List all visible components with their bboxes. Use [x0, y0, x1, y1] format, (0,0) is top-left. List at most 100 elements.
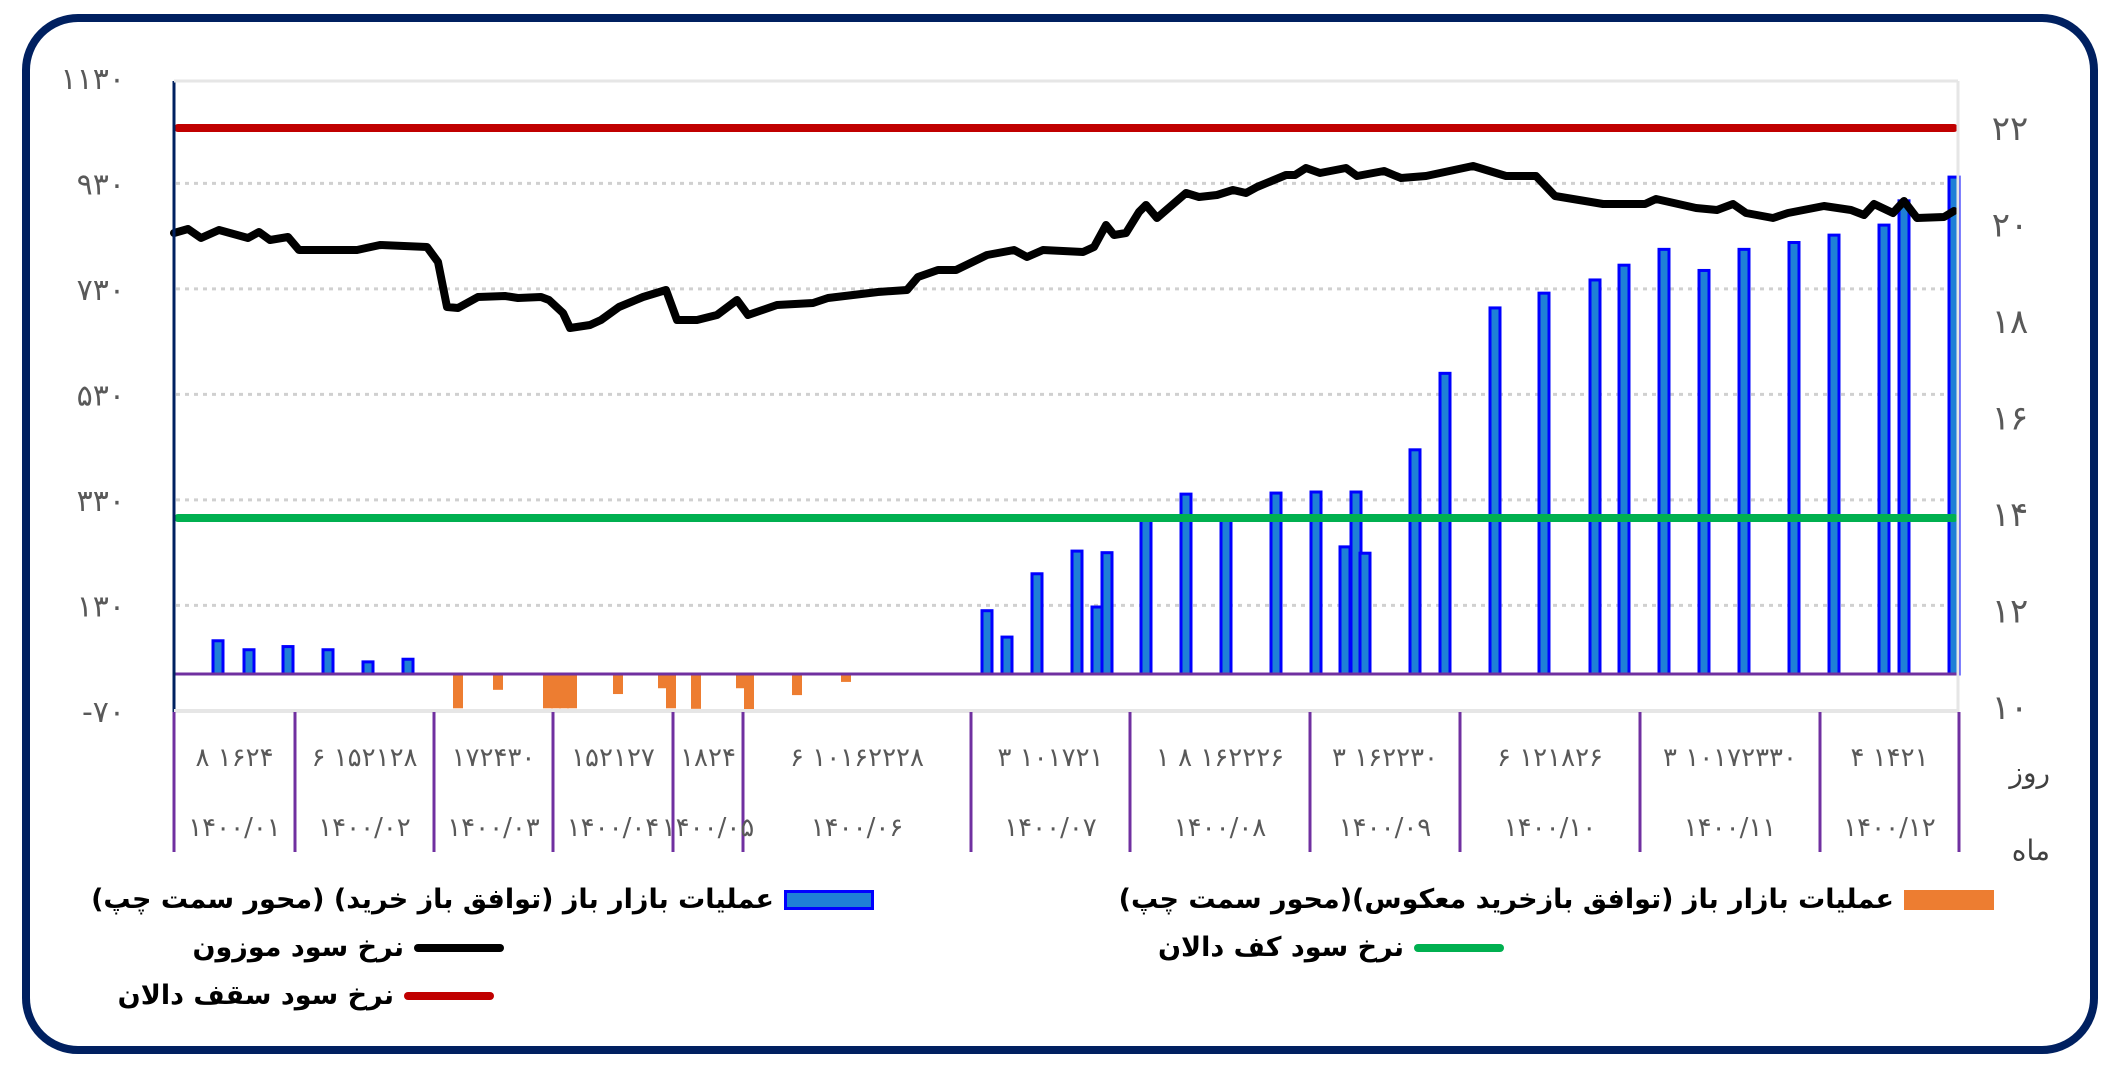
- day-row-label: روز: [2007, 756, 2050, 789]
- month-tick-label: ۱۴۰۰/۰۶: [811, 813, 904, 843]
- blue-swatch-icon: [784, 889, 874, 910]
- repo-bar: [1588, 278, 1602, 676]
- right-tick-label: ۲۰: [1992, 206, 2029, 246]
- reverse-repo-bar: [841, 674, 851, 682]
- left-tick-label: -۷۰: [82, 695, 125, 730]
- reverse-repo-bar: [567, 674, 577, 709]
- month-tick-label: ۱۴۰۰/۰۱: [188, 813, 281, 843]
- reverse-repo-bar: [744, 674, 754, 710]
- day-tick-label: ۶ ۱۰۱۶۲۲۲۸: [790, 743, 924, 773]
- repo-bar: [1897, 199, 1911, 676]
- month-tick-label: ۱۴۰۰/۰۷: [1004, 813, 1097, 843]
- repo-bar: [1438, 371, 1452, 676]
- legend-item-reverse-repo: عملیات بازار باز (توافق بازخرید معکوس)(م…: [1119, 884, 1994, 915]
- reverse-repo-bar: [559, 674, 569, 709]
- left-tick-label: ۵۳۰: [77, 378, 125, 413]
- repo-bar: [211, 639, 225, 676]
- x-axis-labels: ۸ ۱۶۲۴ ۱۴۰۰/۰۱ ۶ ۱۵۲۱۲۸ ۱۴۰۰/۰۲ ۱۷۲۴۳۰ ۱۴۰۰/۰…: [172, 712, 1961, 852]
- day-tick-label: ۴ ۱۴۲۱: [1850, 743, 1928, 773]
- legend-label: نرخ سود سقف دالان: [117, 980, 394, 1011]
- repo-bar: [242, 648, 256, 676]
- repo-bar: [1877, 223, 1891, 676]
- left-tick-label: ۹۳۰: [77, 167, 125, 202]
- day-tick-label: ۳ ۱۶۲۲۳۰: [1332, 743, 1438, 773]
- month-tick-label: ۱۴۰۰/۰۹: [1339, 813, 1432, 843]
- month-tick-label: ۱۴۰۰/۰۵: [662, 813, 755, 843]
- month-tick-label: ۱۴۰۰/۰۸: [1174, 813, 1267, 843]
- repo-bar: [401, 657, 415, 676]
- bar-series: [211, 175, 1961, 710]
- legend-item-floor-rate: نرخ سود کف دالان: [1158, 932, 1504, 963]
- day-tick-label: ۳ ۱۰۱۷۲۱: [997, 743, 1103, 773]
- left-tick-label: ۱۱۳۰: [61, 62, 125, 97]
- day-tick-label: ۱۷۲۴۳۰: [452, 743, 536, 773]
- reverse-repo-bar: [543, 674, 553, 709]
- month-row-label: ماه: [2012, 834, 2050, 867]
- repo-bar: [980, 609, 994, 676]
- reverse-repo-bar: [453, 674, 463, 709]
- left-axis-ticks: ۱۱۳۰ ۹۳۰ ۷۳۰ ۵۳۰ ۳۳۰ ۱۳۰ -۷۰: [61, 62, 125, 730]
- repo-bar: [1219, 514, 1233, 676]
- repo-bar: [1100, 551, 1114, 676]
- reverse-repo-bar: [792, 674, 802, 696]
- day-tick-label: ۱۸۲۴: [680, 743, 736, 773]
- right-tick-label: ۱۶: [1992, 399, 2029, 439]
- month-tick-label: ۱۴۰۰/۰۳: [447, 813, 540, 843]
- left-tick-label: ۳۳۰: [77, 484, 125, 519]
- month-tick-label: ۱۴۰۰/۰۴: [567, 813, 660, 843]
- month-tick-label: ۱۴۰۰/۱۰: [1504, 813, 1597, 843]
- legend-label: عملیات بازار باز (توافق باز خرید) (محور …: [91, 884, 774, 915]
- right-tick-label: ۱۰: [1992, 688, 2029, 728]
- repo-bar: [1737, 247, 1751, 676]
- right-tick-label: ۱۴: [1992, 495, 2029, 535]
- repo-bar: [1697, 268, 1711, 676]
- repo-bar: [281, 645, 295, 676]
- reverse-repo-bar: [551, 674, 561, 709]
- repo-bar: [1827, 233, 1841, 676]
- reverse-repo-bar: [493, 674, 503, 690]
- repo-bar: [1139, 514, 1153, 676]
- right-tick-label: ۲۲: [1992, 109, 2029, 149]
- day-tick-label: ۸ ۱۶۲۴: [195, 743, 273, 773]
- red-line-icon: [404, 991, 494, 1000]
- left-tick-label: ۷۳۰: [77, 273, 125, 308]
- repo-bar: [1408, 448, 1422, 676]
- left-tick-label: ۱۳۰: [77, 589, 125, 624]
- repo-bar: [1338, 545, 1352, 676]
- right-tick-label: ۱۲: [1992, 592, 2029, 632]
- repo-bar: [1070, 549, 1084, 676]
- repo-bar: [1030, 572, 1044, 676]
- right-axis-ticks: ۲۲ ۲۰ ۱۸ ۱۶ ۱۴ ۱۲ ۱۰: [1992, 109, 2029, 728]
- reverse-repo-bar: [666, 674, 676, 709]
- month-tick-label: ۱۴۰۰/۱۲: [1843, 813, 1936, 843]
- month-tick-label: ۱۴۰۰/۱۱: [1684, 813, 1777, 843]
- reverse-repo-bar: [658, 674, 668, 689]
- day-tick-label: ۶ ۱۵۲۱۲۸: [311, 743, 417, 773]
- legend-label: نرخ سود موزون: [192, 932, 404, 963]
- day-tick-label: ۱۵۲۱۲۷: [571, 743, 655, 773]
- repo-bar: [361, 660, 375, 676]
- day-tick-label: ۳ ۱۰۱۷۲۳۳۰: [1663, 743, 1797, 773]
- right-tick-label: ۱۸: [1992, 302, 2029, 342]
- legend-item-ceiling-rate: نرخ سود سقف دالان: [118, 980, 494, 1011]
- chart-frame: [22, 14, 2098, 1054]
- repo-bar: [1537, 291, 1551, 676]
- repo-bar: [1488, 306, 1502, 676]
- day-tick-label: ۶ ۱۲۱۸۲۶: [1497, 743, 1603, 773]
- reverse-repo-bar: [691, 674, 701, 709]
- legend-item-repo: عملیات بازار باز (توافق باز خرید) (محور …: [91, 884, 874, 915]
- reverse-repo-bar: [736, 674, 746, 689]
- gridlines: [176, 181, 1956, 607]
- day-tick-label: ۱ ۸ ۱۶۲۲۲۶: [1156, 743, 1284, 773]
- repo-bar: [1617, 263, 1631, 676]
- repo-bar: [1358, 551, 1372, 676]
- black-line-icon: [414, 943, 504, 952]
- repo-bar: [1787, 241, 1801, 676]
- green-line-icon: [1414, 943, 1504, 952]
- reverse-repo-bar: [613, 674, 623, 695]
- legend-label: عملیات بازار باز (توافق بازخرید معکوس)(م…: [1118, 884, 1894, 915]
- month-tick-label: ۱۴۰۰/۰۲: [318, 813, 411, 843]
- orange-swatch-icon: [1904, 889, 1994, 910]
- repo-bar: [1657, 247, 1671, 676]
